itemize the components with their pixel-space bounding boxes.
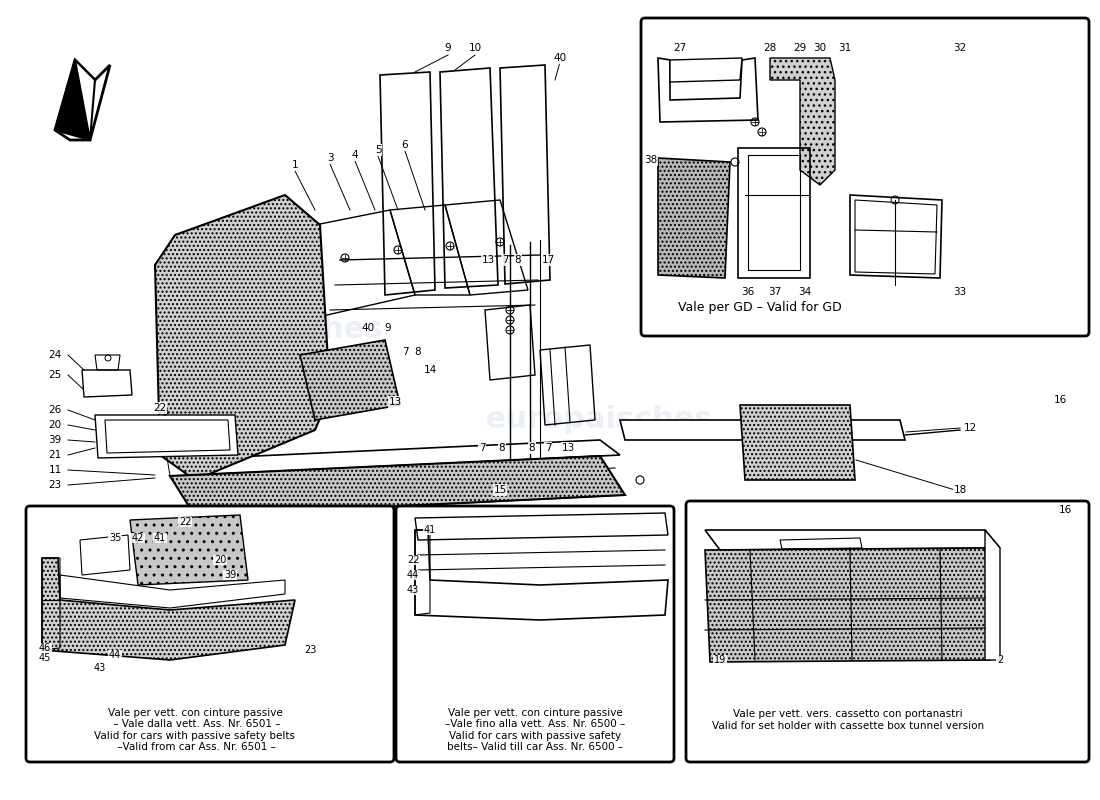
Text: 29: 29 xyxy=(793,43,806,53)
Text: 11: 11 xyxy=(48,465,62,475)
Text: 8: 8 xyxy=(529,443,536,453)
Polygon shape xyxy=(658,158,730,278)
Text: 3: 3 xyxy=(327,153,333,163)
Polygon shape xyxy=(620,420,905,440)
Polygon shape xyxy=(55,60,90,140)
Text: 13: 13 xyxy=(482,255,495,265)
Text: 5: 5 xyxy=(375,145,382,155)
Polygon shape xyxy=(55,60,110,140)
Text: 16: 16 xyxy=(1058,505,1071,515)
Text: 6: 6 xyxy=(402,140,408,150)
Text: 15: 15 xyxy=(494,485,507,495)
Text: 8: 8 xyxy=(415,347,421,357)
Text: 19: 19 xyxy=(714,655,726,665)
FancyBboxPatch shape xyxy=(641,18,1089,336)
Text: 22: 22 xyxy=(178,517,191,527)
Text: 24: 24 xyxy=(48,350,62,360)
Text: 20: 20 xyxy=(48,420,62,430)
Text: 8: 8 xyxy=(515,255,521,265)
FancyBboxPatch shape xyxy=(686,501,1089,762)
Text: Vale per vett. con cinture passive
–Vale fino alla vett. Ass. Nr. 6500 –
Valid f: Vale per vett. con cinture passive –Vale… xyxy=(444,707,625,752)
Text: 14: 14 xyxy=(424,365,437,375)
Text: 33: 33 xyxy=(954,287,967,297)
Text: 23: 23 xyxy=(48,480,62,490)
Text: 9: 9 xyxy=(385,323,392,333)
Text: 36: 36 xyxy=(741,287,755,297)
Polygon shape xyxy=(670,58,742,82)
Text: 40: 40 xyxy=(553,53,566,63)
Text: 43: 43 xyxy=(94,663,106,673)
Polygon shape xyxy=(82,370,132,397)
Text: Vale per vett. vers. cassetto con portanastri
Valid for set holder with cassette: Vale per vett. vers. cassetto con portan… xyxy=(712,709,984,731)
Polygon shape xyxy=(95,415,238,458)
Text: europaisches: europaisches xyxy=(486,406,714,434)
Text: 43: 43 xyxy=(407,585,419,595)
Polygon shape xyxy=(300,340,400,420)
Text: 17: 17 xyxy=(541,255,554,265)
Text: 39: 39 xyxy=(224,570,236,580)
Polygon shape xyxy=(770,58,835,185)
Text: 9: 9 xyxy=(444,43,451,53)
Text: 46: 46 xyxy=(39,643,51,653)
Text: 7: 7 xyxy=(502,255,508,265)
Text: 26: 26 xyxy=(48,405,62,415)
Polygon shape xyxy=(75,60,95,140)
Text: 45: 45 xyxy=(39,653,52,663)
Text: 31: 31 xyxy=(838,43,851,53)
Polygon shape xyxy=(155,195,330,480)
Text: 23: 23 xyxy=(304,645,316,655)
Polygon shape xyxy=(130,515,248,585)
Text: Vale per GD – Valid for GD: Vale per GD – Valid for GD xyxy=(678,302,842,314)
Polygon shape xyxy=(705,530,1000,550)
Text: 22: 22 xyxy=(407,555,419,565)
Text: 12: 12 xyxy=(964,423,977,433)
Text: 7: 7 xyxy=(478,443,485,453)
Text: 40: 40 xyxy=(362,323,375,333)
Text: 27: 27 xyxy=(673,43,686,53)
Text: 39: 39 xyxy=(48,435,62,445)
Text: 44: 44 xyxy=(109,650,121,660)
Text: 4: 4 xyxy=(352,150,359,160)
Text: 1: 1 xyxy=(292,160,298,170)
Text: 22: 22 xyxy=(153,403,166,413)
Text: 41: 41 xyxy=(154,533,166,543)
Polygon shape xyxy=(984,530,1000,660)
Text: 28: 28 xyxy=(763,43,777,53)
Text: 32: 32 xyxy=(954,43,967,53)
Polygon shape xyxy=(740,405,855,480)
Polygon shape xyxy=(170,456,625,516)
Text: 10: 10 xyxy=(469,43,482,53)
Text: 41: 41 xyxy=(424,525,436,535)
Text: 7: 7 xyxy=(544,443,551,453)
Text: 20: 20 xyxy=(213,555,227,565)
Text: 18: 18 xyxy=(954,485,967,495)
Text: 8: 8 xyxy=(498,443,505,453)
Text: 34: 34 xyxy=(799,287,812,297)
Text: 13: 13 xyxy=(388,397,401,407)
Text: Vale per vett. con cinture passive
 – Vale dalla vett. Ass. Nr. 6501 –
Valid for: Vale per vett. con cinture passive – Val… xyxy=(95,707,296,752)
Text: 37: 37 xyxy=(769,287,782,297)
FancyBboxPatch shape xyxy=(26,506,394,762)
Text: 35: 35 xyxy=(109,533,121,543)
Text: 30: 30 xyxy=(813,43,826,53)
Text: 2: 2 xyxy=(997,655,1003,665)
Text: europaisches: europaisches xyxy=(156,315,384,345)
Text: 38: 38 xyxy=(645,155,658,165)
FancyBboxPatch shape xyxy=(396,506,674,762)
Text: 13: 13 xyxy=(561,443,574,453)
Text: 25: 25 xyxy=(48,370,62,380)
Text: 21: 21 xyxy=(48,450,62,460)
Text: 42: 42 xyxy=(132,533,144,543)
Polygon shape xyxy=(705,548,990,662)
Text: 44: 44 xyxy=(407,570,419,580)
Text: 16: 16 xyxy=(1054,395,1067,405)
Text: 7: 7 xyxy=(402,347,408,357)
Polygon shape xyxy=(42,558,295,660)
